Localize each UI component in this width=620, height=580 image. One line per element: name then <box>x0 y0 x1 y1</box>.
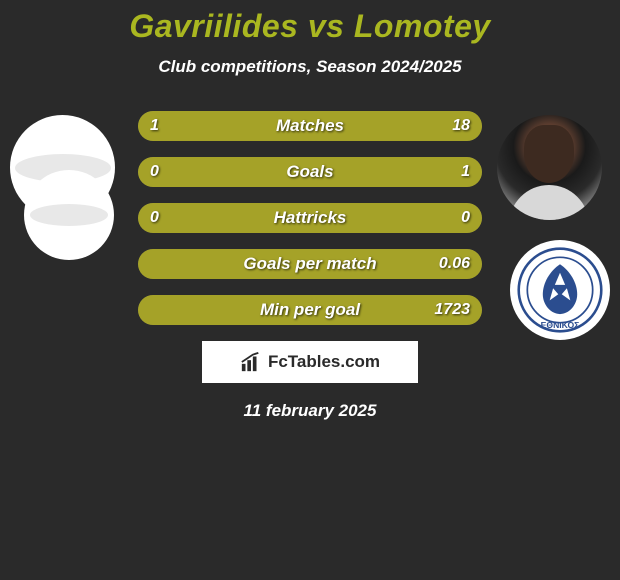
stat-bar: 00Hattricks <box>138 203 482 233</box>
club-left-badge <box>24 170 114 260</box>
page-title: Gavriilides vs Lomotey <box>0 8 620 45</box>
date-text: 11 february 2025 <box>10 401 610 421</box>
bar-label: Min per goal <box>138 295 482 325</box>
brand-text: FcTables.com <box>268 352 380 372</box>
brand-badge[interactable]: FcTables.com <box>202 341 418 383</box>
subtitle: Club competitions, Season 2024/2025 <box>0 57 620 77</box>
bar-label: Goals per match <box>138 249 482 279</box>
player-right-avatar <box>497 115 602 220</box>
bar-label: Hattricks <box>138 203 482 233</box>
stat-bar: 1723Min per goal <box>138 295 482 325</box>
comparison-card: Gavriilides vs Lomotey Club competitions… <box>0 0 620 421</box>
club-right-badge: ΕΘΝΙΚΟΣ <box>510 240 610 340</box>
svg-text:ΕΘΝΙΚΟΣ: ΕΘΝΙΚΟΣ <box>541 320 580 330</box>
stat-bars: 118Matches 01Goals 00Hattricks 0.06Goals pe… <box>138 105 482 325</box>
stats-area: ΕΘΝΙΚΟΣ 118Matches 01Goals 00Hattricks 0.06… <box>0 105 620 421</box>
badge-placeholder-icon <box>30 204 108 226</box>
bar-label: Goals <box>138 157 482 187</box>
stat-bar: 118Matches <box>138 111 482 141</box>
stat-bar: 0.06Goals per match <box>138 249 482 279</box>
chart-icon <box>240 351 262 373</box>
bar-label: Matches <box>138 111 482 141</box>
club-crest-icon: ΕΘΝΙΚΟΣ <box>517 247 603 333</box>
stat-bar: 01Goals <box>138 157 482 187</box>
